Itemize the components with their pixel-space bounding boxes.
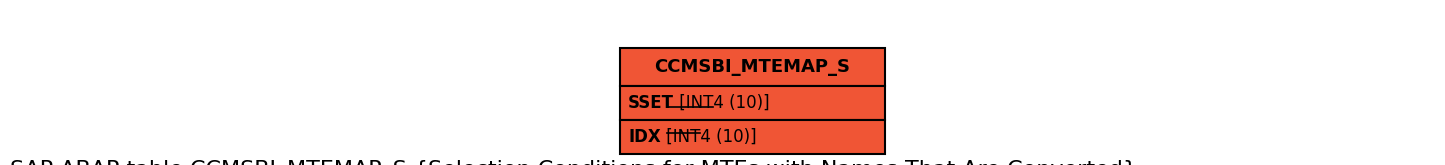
Text: SAP ABAP table CCMSBI_MTEMAP_S {Selection Conditions for MTEs with Names That Ar: SAP ABAP table CCMSBI_MTEMAP_S {Selectio… xyxy=(10,160,1137,165)
Text: CCMSBI_MTEMAP_S: CCMSBI_MTEMAP_S xyxy=(655,58,851,76)
Bar xyxy=(620,120,884,154)
Text: IDX: IDX xyxy=(629,128,660,146)
Text: [INT4 (10)]: [INT4 (10)] xyxy=(673,94,770,112)
Bar xyxy=(620,86,884,120)
Text: SSET: SSET xyxy=(629,94,673,112)
Text: [INT4 (10)]: [INT4 (10)] xyxy=(660,128,756,146)
Bar xyxy=(620,48,884,86)
